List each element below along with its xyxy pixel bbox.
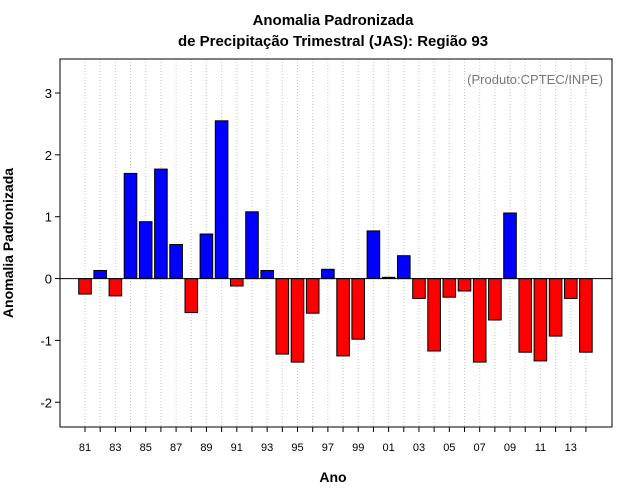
bars	[78, 120, 593, 363]
y-tick-label: 0	[45, 272, 52, 287]
x-tick-label: 99	[352, 442, 364, 454]
y-tick-label: -2	[40, 395, 52, 410]
bar-83	[108, 278, 123, 297]
x-tick-label: 91	[231, 442, 243, 454]
bar-93	[260, 270, 274, 279]
bar-99	[351, 278, 365, 340]
bar-14	[579, 278, 593, 353]
bar-02	[397, 255, 411, 280]
chart-title-line1: Anomalia Padronizada	[253, 12, 415, 29]
bar-95	[290, 278, 305, 363]
bar-13	[564, 278, 578, 299]
bar-96	[305, 278, 320, 314]
y-tick-label: 3	[45, 86, 52, 101]
bar-06	[457, 278, 472, 292]
bar-94	[275, 278, 290, 355]
bar-88	[184, 278, 199, 314]
credit-label: (Produto:CPTEC/INPE)	[467, 72, 603, 87]
y-axis-label: Anomalia Padronizada	[0, 168, 16, 318]
bar-08	[488, 278, 502, 321]
bar-98	[336, 278, 350, 357]
bar-05	[442, 278, 457, 298]
bar-89	[199, 233, 214, 279]
bar-11	[533, 278, 548, 362]
x-tick-label: 07	[474, 442, 486, 454]
x-tick-label: 89	[200, 442, 212, 454]
x-tick-label: 05	[443, 442, 455, 454]
bar-12	[548, 278, 563, 337]
x-tick-label: 93	[261, 442, 273, 454]
bar-92	[245, 211, 259, 280]
bar-87	[169, 244, 183, 279]
bar-09	[503, 212, 517, 280]
bar-86	[154, 168, 168, 280]
x-tick-label: 87	[170, 442, 182, 454]
x-tick-label: 97	[322, 442, 334, 454]
bar-90	[214, 120, 229, 279]
bar-85	[138, 221, 153, 280]
x-tick-label: 83	[109, 442, 121, 454]
bar-84	[123, 172, 138, 279]
x-tick-label: 01	[382, 442, 394, 454]
x-tick-label: 11	[535, 442, 546, 454]
bar-91	[230, 278, 244, 287]
y-tick-label: -1	[40, 333, 52, 348]
bar-07	[472, 278, 487, 363]
x-tick-label: 09	[504, 442, 516, 454]
x-axis-label: Ano	[319, 469, 346, 485]
y-tick-label: 1	[45, 210, 52, 225]
plot-frame	[59, 58, 613, 428]
bar-00	[366, 230, 381, 279]
bar-03	[412, 278, 426, 299]
bar-81	[78, 278, 92, 295]
y-axis: -2 -1 0 1 2 3	[40, 86, 60, 410]
x-tick-label: 95	[291, 442, 303, 454]
y-tick-label: 2	[45, 148, 52, 163]
x-tick-label: 81	[79, 442, 91, 454]
bar-82	[93, 270, 108, 279]
chart-title-line2: de Precipitação Trimestral (JAS): Região…	[178, 33, 488, 50]
x-axis: 81 83 85 87 89 91 93 95 97 99 01 03 05 07 09 11 13	[79, 427, 587, 454]
bar-10	[518, 278, 533, 353]
bar-04	[427, 278, 441, 352]
x-tick-label: 03	[413, 442, 425, 454]
x-tick-label: 85	[140, 442, 152, 454]
x-tick-label: 13	[565, 442, 577, 454]
bar-97	[321, 268, 335, 280]
